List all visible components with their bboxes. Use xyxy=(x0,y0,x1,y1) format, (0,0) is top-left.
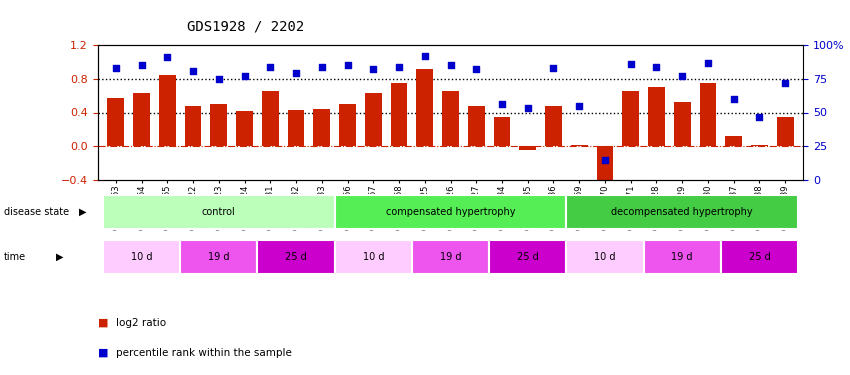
Point xyxy=(649,64,663,70)
Point xyxy=(212,76,225,82)
Bar xyxy=(597,146,614,184)
Point xyxy=(366,66,380,72)
Text: percentile rank within the sample: percentile rank within the sample xyxy=(116,348,292,357)
Point xyxy=(186,68,200,74)
Bar xyxy=(674,102,690,146)
Point xyxy=(264,64,277,70)
Bar xyxy=(107,98,124,146)
Point xyxy=(547,65,560,71)
Point xyxy=(238,73,252,79)
Point xyxy=(572,103,586,109)
Point xyxy=(418,53,432,59)
Point xyxy=(289,70,303,76)
Text: 25 d: 25 d xyxy=(517,252,539,262)
Point xyxy=(753,114,767,120)
Point xyxy=(779,80,792,86)
Point xyxy=(701,60,715,66)
Text: log2 ratio: log2 ratio xyxy=(116,318,167,327)
Text: 19 d: 19 d xyxy=(672,252,693,262)
Text: 19 d: 19 d xyxy=(439,252,462,262)
Point xyxy=(134,62,148,68)
Point xyxy=(392,64,405,70)
Bar xyxy=(468,106,484,146)
Bar xyxy=(751,145,768,146)
Bar xyxy=(622,92,639,146)
Point xyxy=(444,62,457,68)
Text: ■: ■ xyxy=(98,348,108,357)
Bar xyxy=(365,93,382,146)
Bar xyxy=(725,136,742,146)
Bar xyxy=(211,104,227,146)
Bar xyxy=(545,106,562,146)
Point xyxy=(496,101,509,107)
Text: 19 d: 19 d xyxy=(208,252,230,262)
Bar xyxy=(339,104,356,146)
Bar xyxy=(133,93,150,146)
Text: GDS1928 / 2202: GDS1928 / 2202 xyxy=(187,20,304,34)
Point xyxy=(315,64,329,70)
Point xyxy=(624,61,638,67)
Text: ■: ■ xyxy=(98,318,108,327)
Text: 25 d: 25 d xyxy=(285,252,307,262)
Bar xyxy=(184,106,201,146)
Point xyxy=(676,73,689,79)
Text: 10 d: 10 d xyxy=(131,252,152,262)
Bar xyxy=(287,110,304,146)
Text: ▶: ▶ xyxy=(79,207,87,217)
Point xyxy=(598,157,612,163)
Bar xyxy=(314,109,330,146)
Bar xyxy=(648,87,665,146)
Point xyxy=(341,62,354,68)
Bar xyxy=(571,145,587,146)
Point xyxy=(727,96,740,102)
Text: compensated hypertrophy: compensated hypertrophy xyxy=(386,207,515,217)
Text: control: control xyxy=(202,207,235,217)
Bar xyxy=(416,69,434,146)
Point xyxy=(109,65,122,71)
Point xyxy=(469,66,483,72)
Text: 25 d: 25 d xyxy=(749,252,770,262)
Bar xyxy=(262,92,279,146)
Bar xyxy=(391,83,407,146)
Text: decompensated hypertrophy: decompensated hypertrophy xyxy=(611,207,753,217)
Bar xyxy=(700,83,717,146)
Text: ▶: ▶ xyxy=(56,252,64,262)
Bar xyxy=(236,111,253,146)
Text: 10 d: 10 d xyxy=(362,252,384,262)
Text: disease state: disease state xyxy=(4,207,70,217)
Bar xyxy=(519,146,536,150)
Text: time: time xyxy=(4,252,26,262)
Point xyxy=(161,54,174,60)
Bar xyxy=(442,92,459,146)
Bar xyxy=(159,75,176,146)
Bar xyxy=(777,117,794,146)
Point xyxy=(521,105,535,111)
Text: 10 d: 10 d xyxy=(594,252,615,262)
Bar xyxy=(494,117,510,146)
